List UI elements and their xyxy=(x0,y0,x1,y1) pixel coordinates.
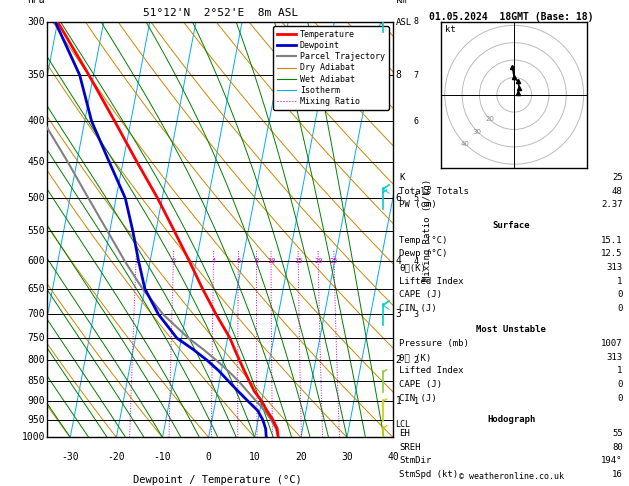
Text: 600: 600 xyxy=(27,256,45,266)
Text: 800: 800 xyxy=(27,355,45,365)
Text: 1: 1 xyxy=(396,396,401,406)
Text: SREH: SREH xyxy=(399,443,421,452)
Text: 30: 30 xyxy=(473,129,482,135)
Text: 194°: 194° xyxy=(601,456,623,466)
Text: 700: 700 xyxy=(27,309,45,319)
Text: 20: 20 xyxy=(314,258,323,264)
Text: 0: 0 xyxy=(206,452,211,462)
Text: 25: 25 xyxy=(612,173,623,182)
Text: CIN (J): CIN (J) xyxy=(399,394,437,403)
Text: 0: 0 xyxy=(617,290,623,299)
Text: 313: 313 xyxy=(606,263,623,272)
Text: 1: 1 xyxy=(617,366,623,376)
Text: 1007: 1007 xyxy=(601,339,623,348)
Text: 900: 900 xyxy=(27,396,45,406)
Title: 51°12'N  2°52'E  8m ASL: 51°12'N 2°52'E 8m ASL xyxy=(143,8,298,18)
Text: Hodograph: Hodograph xyxy=(487,415,535,424)
Text: Lifted Index: Lifted Index xyxy=(399,366,464,376)
Text: 4: 4 xyxy=(414,257,419,265)
Text: 3: 3 xyxy=(414,310,419,319)
Text: 500: 500 xyxy=(27,193,45,203)
Text: 40: 40 xyxy=(387,452,399,462)
Text: 40: 40 xyxy=(460,141,470,147)
Text: 1000: 1000 xyxy=(21,433,45,442)
Text: 0: 0 xyxy=(617,380,623,389)
Text: CIN (J): CIN (J) xyxy=(399,304,437,313)
Text: 7: 7 xyxy=(414,70,419,80)
Text: 30: 30 xyxy=(341,452,353,462)
Text: © weatheronline.co.uk: © weatheronline.co.uk xyxy=(459,472,564,481)
Text: ASL: ASL xyxy=(396,17,411,27)
Text: StmSpd (kt): StmSpd (kt) xyxy=(399,470,459,479)
Text: -10: -10 xyxy=(153,452,171,462)
Text: 8: 8 xyxy=(414,17,419,26)
Text: km: km xyxy=(396,0,407,5)
Text: Dewpoint / Temperature (°C): Dewpoint / Temperature (°C) xyxy=(133,475,302,485)
Text: K: K xyxy=(399,173,405,182)
Text: 16: 16 xyxy=(612,470,623,479)
Text: Surface: Surface xyxy=(493,221,530,230)
Text: 400: 400 xyxy=(27,116,45,126)
Text: 6: 6 xyxy=(414,117,419,126)
Text: 950: 950 xyxy=(27,415,45,425)
Text: 4: 4 xyxy=(211,258,216,264)
Text: 1: 1 xyxy=(617,277,623,286)
Text: 8: 8 xyxy=(396,70,401,80)
Text: Totals Totals: Totals Totals xyxy=(399,187,469,196)
Text: 25: 25 xyxy=(330,258,338,264)
Text: 650: 650 xyxy=(27,284,45,294)
Text: 15: 15 xyxy=(294,258,303,264)
Text: 450: 450 xyxy=(27,157,45,167)
Text: 850: 850 xyxy=(27,376,45,386)
Text: 01.05.2024  18GMT (Base: 18): 01.05.2024 18GMT (Base: 18) xyxy=(429,12,593,22)
Text: 20: 20 xyxy=(485,116,494,122)
Text: 5: 5 xyxy=(414,194,419,203)
Text: 48: 48 xyxy=(612,187,623,196)
Text: 0: 0 xyxy=(617,394,623,403)
Text: 0: 0 xyxy=(617,304,623,313)
Text: 80: 80 xyxy=(612,443,623,452)
Text: Temp (°C): Temp (°C) xyxy=(399,236,448,245)
Text: 2: 2 xyxy=(171,258,175,264)
Text: 20: 20 xyxy=(295,452,307,462)
Text: kt: kt xyxy=(445,25,455,35)
Text: hPa: hPa xyxy=(27,0,45,5)
Text: Most Unstable: Most Unstable xyxy=(476,325,546,334)
Text: 300: 300 xyxy=(27,17,45,27)
Text: PW (cm): PW (cm) xyxy=(399,200,437,209)
Text: -20: -20 xyxy=(108,452,125,462)
Text: -30: -30 xyxy=(62,452,79,462)
Text: 15.1: 15.1 xyxy=(601,236,623,245)
Text: 10: 10 xyxy=(249,452,260,462)
Text: 1: 1 xyxy=(414,397,419,405)
Text: CAPE (J): CAPE (J) xyxy=(399,290,442,299)
Text: StmDir: StmDir xyxy=(399,456,431,466)
Text: 2: 2 xyxy=(396,355,401,365)
Text: Lifted Index: Lifted Index xyxy=(399,277,464,286)
Text: 55: 55 xyxy=(612,429,623,438)
Text: 12.5: 12.5 xyxy=(601,249,623,259)
Text: Pressure (mb): Pressure (mb) xyxy=(399,339,469,348)
Text: EH: EH xyxy=(399,429,410,438)
Text: CAPE (J): CAPE (J) xyxy=(399,380,442,389)
Text: 6: 6 xyxy=(396,193,401,203)
Text: Dewp (°C): Dewp (°C) xyxy=(399,249,448,259)
Text: 10: 10 xyxy=(267,258,276,264)
Text: 350: 350 xyxy=(27,70,45,80)
Text: LCL: LCL xyxy=(396,419,411,429)
Text: 2: 2 xyxy=(414,356,419,365)
Text: θᴇ (K): θᴇ (K) xyxy=(399,353,431,362)
Text: 1: 1 xyxy=(134,258,138,264)
Text: Mixing Ratio (g/kg): Mixing Ratio (g/kg) xyxy=(423,178,432,281)
Text: 750: 750 xyxy=(27,333,45,343)
Text: θᴇ(K): θᴇ(K) xyxy=(399,263,426,272)
Text: 313: 313 xyxy=(606,353,623,362)
Text: 8: 8 xyxy=(255,258,259,264)
Text: 6: 6 xyxy=(237,258,240,264)
Text: 4: 4 xyxy=(396,256,401,266)
Legend: Temperature, Dewpoint, Parcel Trajectory, Dry Adiabat, Wet Adiabat, Isotherm, Mi: Temperature, Dewpoint, Parcel Trajectory… xyxy=(273,26,389,110)
Text: 2.37: 2.37 xyxy=(601,200,623,209)
Text: 3: 3 xyxy=(396,309,401,319)
Text: 550: 550 xyxy=(27,226,45,236)
